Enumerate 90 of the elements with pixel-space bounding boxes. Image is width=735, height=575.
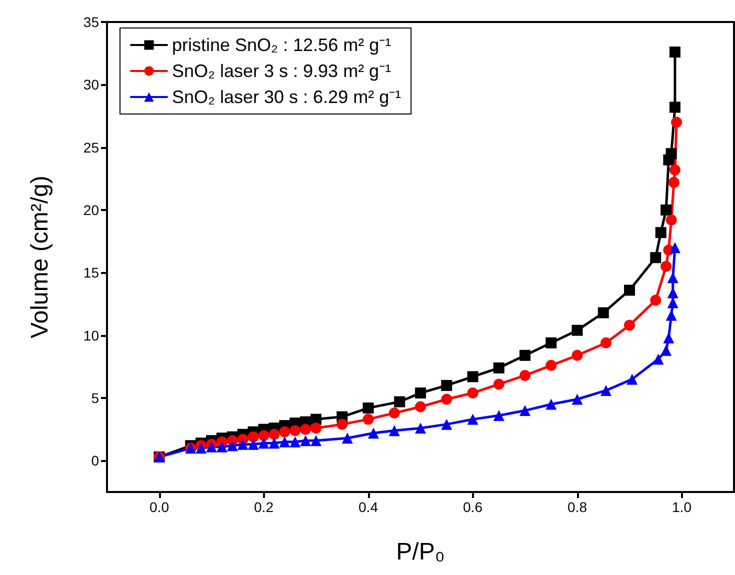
point — [666, 214, 677, 226]
point — [248, 438, 259, 450]
point — [600, 384, 612, 396]
point — [300, 435, 312, 446]
point — [600, 337, 612, 348]
point — [362, 414, 374, 425]
point — [441, 418, 452, 430]
point — [598, 307, 609, 318]
point — [441, 394, 452, 405]
y-tick-label: 25 — [83, 139, 100, 156]
point — [258, 438, 270, 449]
point — [248, 431, 259, 442]
point — [196, 442, 207, 454]
y-tick-label: 20 — [83, 202, 100, 218]
point — [206, 441, 217, 452]
point — [650, 252, 662, 264]
point — [310, 435, 322, 446]
point — [268, 428, 280, 440]
point — [660, 204, 672, 216]
point — [467, 371, 478, 382]
point — [342, 432, 353, 444]
point — [388, 408, 400, 419]
point — [669, 242, 680, 254]
point — [237, 438, 248, 450]
point — [666, 148, 677, 160]
point — [493, 362, 504, 374]
point — [660, 260, 672, 272]
point — [493, 410, 504, 422]
point — [415, 387, 426, 398]
point — [520, 405, 530, 416]
x-tick-label: 1.0 — [672, 499, 692, 515]
point — [394, 396, 406, 408]
point — [362, 402, 374, 414]
point — [546, 398, 557, 410]
point — [300, 424, 312, 435]
point — [520, 370, 530, 381]
point — [624, 320, 635, 331]
point — [310, 422, 322, 434]
point — [669, 102, 680, 113]
point — [415, 422, 426, 434]
point — [546, 360, 557, 371]
point — [671, 116, 682, 128]
point — [669, 46, 680, 58]
y-tick-label: 15 — [83, 264, 100, 281]
y-tick-label: 35 — [83, 14, 100, 30]
point — [669, 164, 680, 176]
point — [467, 414, 478, 425]
point — [666, 310, 677, 321]
point — [660, 344, 672, 356]
point — [290, 425, 301, 436]
x-tick-label: 0.6 — [463, 499, 483, 515]
point — [388, 425, 400, 436]
point — [655, 227, 666, 238]
point — [441, 380, 452, 391]
legend-label: SnO₂ laser 3 s : 9.93 m² g⁻¹ — [172, 61, 392, 81]
point — [279, 436, 290, 448]
legend-label: SnO₂ laser 30 s : 6.29 m² g⁻¹ — [172, 87, 402, 107]
point — [493, 378, 504, 390]
x-tick-label: 0.8 — [568, 499, 588, 515]
point — [290, 436, 301, 448]
point — [368, 428, 379, 439]
point — [624, 284, 635, 296]
point — [258, 430, 270, 442]
x-axis-title: P/P₀ — [396, 538, 445, 566]
point — [626, 374, 638, 385]
point — [268, 438, 280, 449]
legend-label: pristine SnO₂ : 12.56 m² g⁻¹ — [172, 35, 392, 55]
point — [467, 387, 478, 398]
x-tick-label: 0.4 — [358, 499, 378, 515]
y-tick-label: 0 — [91, 452, 100, 469]
point — [226, 440, 238, 452]
y-axis-title: Volume (cm²/g) — [26, 176, 54, 338]
point — [546, 337, 557, 348]
point — [216, 441, 228, 452]
y-tick-label: 5 — [91, 390, 100, 406]
point — [279, 426, 290, 438]
point — [572, 350, 583, 361]
point — [663, 332, 674, 344]
x-tick-label: 0.2 — [254, 499, 274, 515]
y-tick-label: 10 — [83, 327, 100, 344]
point — [336, 418, 348, 430]
point — [650, 294, 662, 306]
point — [415, 401, 426, 412]
point — [668, 176, 680, 188]
y-tick-label: 30 — [83, 76, 100, 93]
point — [572, 394, 583, 405]
point — [652, 354, 664, 365]
x-tick-label: 0.0 — [150, 499, 170, 515]
point — [572, 324, 583, 336]
point — [520, 350, 530, 361]
